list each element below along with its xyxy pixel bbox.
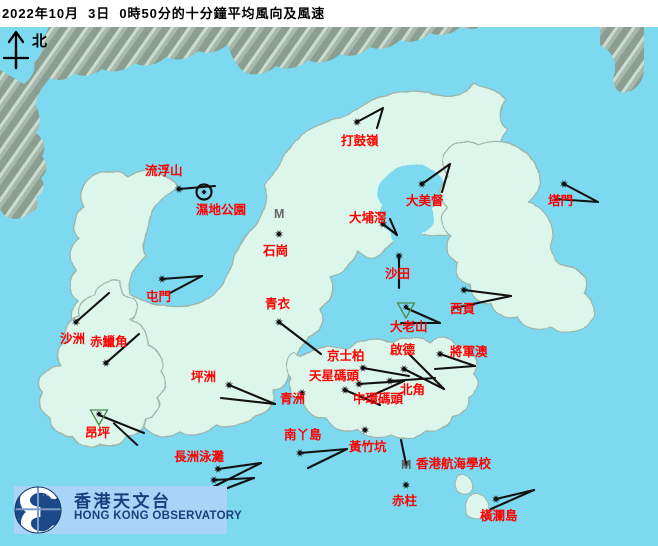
svg-text:大埔滘: 大埔滘 <box>349 210 387 225</box>
svg-text:沙洲: 沙洲 <box>60 332 85 346</box>
svg-text:中環碼頭: 中環碼頭 <box>353 391 404 406</box>
svg-text:塔門: 塔門 <box>548 193 573 208</box>
svg-text:M: M <box>274 207 284 221</box>
svg-text:濕地公園: 濕地公園 <box>196 202 246 217</box>
svg-text:京士柏: 京士柏 <box>327 348 365 363</box>
svg-text:大老山: 大老山 <box>390 319 428 334</box>
svg-text:昂坪: 昂坪 <box>85 425 111 440</box>
svg-text:香港航海學校: 香港航海學校 <box>415 456 492 471</box>
svg-text:橫瀾島: 橫瀾島 <box>480 508 518 523</box>
svg-text:流浮山: 流浮山 <box>145 163 183 178</box>
svg-text:石崗: 石崗 <box>262 243 288 258</box>
svg-text:坪洲: 坪洲 <box>191 370 216 384</box>
svg-text:南丫島: 南丫島 <box>284 427 322 442</box>
svg-text:西貢: 西貢 <box>450 302 476 316</box>
svg-text:打鼓嶺: 打鼓嶺 <box>341 133 379 148</box>
svg-text:北角: 北角 <box>400 382 425 397</box>
svg-text:黃竹坑: 黃竹坑 <box>348 439 387 454</box>
svg-text:M: M <box>401 458 411 472</box>
svg-text:長洲泳灘: 長洲泳灘 <box>174 449 225 464</box>
svg-text:啟德: 啟德 <box>390 342 416 357</box>
svg-text:北: 北 <box>32 33 47 50</box>
svg-text:天星碼頭: 天星碼頭 <box>309 368 360 383</box>
svg-text:將軍澳: 將軍澳 <box>450 344 488 359</box>
svg-text:赤鱲角: 赤鱲角 <box>90 334 128 349</box>
svg-text:屯門: 屯門 <box>146 289 171 304</box>
svg-text:大美督: 大美督 <box>406 193 444 208</box>
svg-text:沙田: 沙田 <box>385 267 410 281</box>
svg-text:青洲: 青洲 <box>280 391 305 406</box>
svg-text:赤柱: 赤柱 <box>392 493 418 508</box>
svg-text:青衣: 青衣 <box>265 296 291 311</box>
